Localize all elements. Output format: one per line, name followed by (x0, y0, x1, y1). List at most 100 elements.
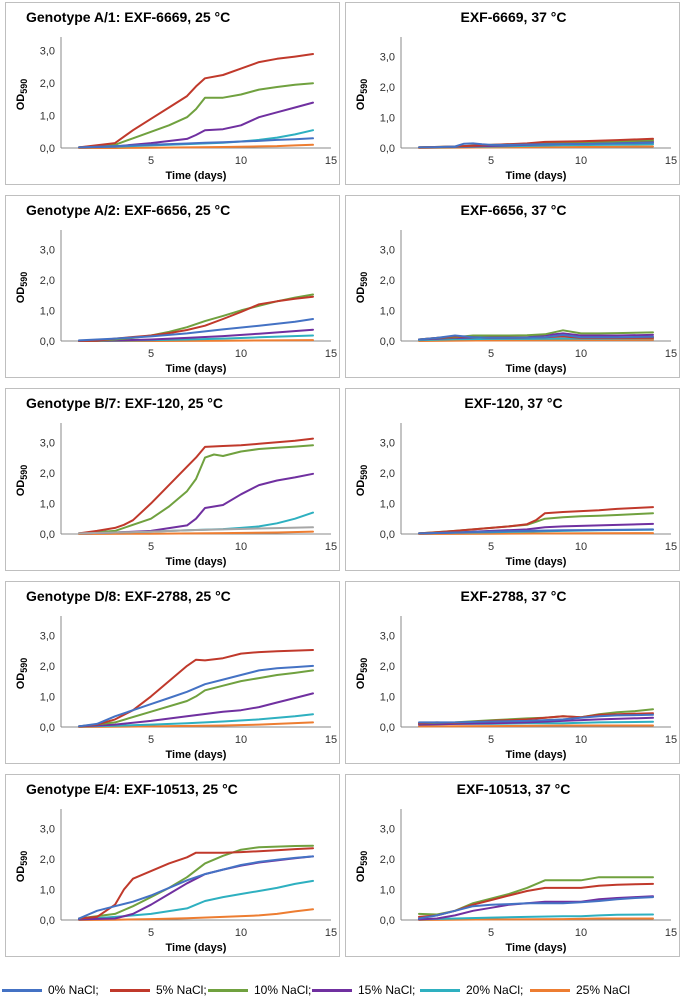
chart-svg: 0,0 1,0 2,0 3,0 5 10 15 Time (days) OD590 (15, 616, 337, 761)
y-tick-label: 2,0 (380, 468, 395, 480)
chart-title: EXF-2788, 37 °C (460, 588, 567, 604)
series-line (78, 530, 314, 535)
x-tick-label: 15 (325, 155, 337, 167)
y-axis-label: OD590 (355, 851, 369, 883)
chart-panel: EXF-6669, 37 °C 0,0 1,0 2,0 3,0 5 10 15 Time (da… (345, 2, 680, 185)
series-line (418, 532, 654, 535)
x-tick-label: 15 (665, 927, 677, 939)
y-tick-label: 2,0 (380, 854, 395, 866)
chart-panel: EXF-2788, 37 °C 0,0 1,0 2,0 3,0 5 10 15 Time (da… (345, 581, 680, 764)
series-line (418, 506, 654, 535)
legend-item-0pct: 0% NaCl; (2, 980, 99, 1000)
series-line (78, 437, 314, 535)
legend-label: 15% NaCl; (358, 983, 416, 997)
x-tick-label: 5 (148, 541, 154, 553)
y-tick-label: 1,0 (40, 498, 55, 510)
y-axis-label: OD590 (355, 465, 369, 497)
y-tick-label: 3,0 (380, 630, 395, 642)
x-axis-label: Time (days) (166, 942, 227, 954)
series-line (418, 713, 654, 724)
legend-label: 0% NaCl; (48, 983, 99, 997)
series-line (78, 692, 314, 728)
chart-title: Genotype D/8: EXF-2788, 25 °C (26, 588, 231, 604)
chart-title: EXF-10513, 37 °C (456, 781, 571, 797)
chart-svg: 0,0 1,0 2,0 3,0 5 10 15 Time (days) OD590 (355, 37, 677, 182)
y-tick-label: 2,0 (40, 275, 55, 287)
y-tick-label: 1,0 (380, 305, 395, 317)
y-axis-label: OD590 (355, 658, 369, 690)
y-tick-label: 0,0 (380, 915, 395, 927)
x-tick-label: 5 (488, 927, 494, 939)
y-tick-label: 2,0 (40, 661, 55, 673)
y-tick-label: 1,0 (40, 691, 55, 703)
x-tick-label: 5 (488, 541, 494, 553)
chart-panel: Genotype A/1: EXF-6669, 25 °C 0,0 1,0 2,0 3,… (5, 2, 340, 185)
x-tick-label: 5 (488, 155, 494, 167)
x-tick-label: 10 (235, 927, 247, 939)
series-line (418, 896, 654, 920)
series-line (78, 101, 314, 149)
y-tick-label: 3,0 (40, 823, 55, 835)
chart-title: Genotype A/2: EXF-6656, 25 °C (26, 202, 231, 218)
y-tick-label: 2,0 (380, 661, 395, 673)
legend-item-15pct: 15% NaCl; (312, 980, 415, 1000)
x-axis-label: Time (days) (166, 556, 227, 568)
chart-title: EXF-6656, 37 °C (460, 202, 567, 218)
series-line (78, 82, 314, 149)
legend: 0% NaCl; 5% NaCl; 10% NaCl; 15% NaCl; 20… (0, 980, 685, 1000)
series-line (78, 664, 314, 728)
chart-svg: 0,0 1,0 2,0 3,0 5 10 15 Time (days) OD590 (355, 230, 677, 375)
x-axis-label: Time (days) (506, 170, 567, 182)
legend-swatch (420, 988, 460, 992)
series-line (78, 908, 314, 921)
x-tick-label: 10 (235, 541, 247, 553)
chart-svg: 0,0 1,0 2,0 3,0 5 10 15 Time (days) OD590 (15, 423, 337, 568)
legend-label: 20% NaCl; (466, 983, 524, 997)
x-tick-label: 15 (325, 541, 337, 553)
series-line (418, 332, 654, 341)
y-tick-label: 0,0 (380, 143, 395, 155)
x-axis-label: Time (days) (166, 170, 227, 182)
legend-swatch (2, 988, 42, 992)
chart-title: EXF-6669, 37 °C (460, 9, 567, 25)
legend-label: 25% NaCl (576, 983, 631, 997)
series-line (78, 137, 314, 149)
chart-title: EXF-120, 37 °C (464, 395, 563, 411)
chart-svg: 0,0 1,0 2,0 3,0 5 10 15 Time (days) OD590 (355, 423, 677, 568)
series-line (418, 338, 654, 342)
chart-panel: Genotype A/2: EXF-6656, 25 °C 0,0 1,0 2,0 3,… (5, 195, 340, 378)
series-line (78, 444, 314, 535)
x-tick-label: 5 (148, 927, 154, 939)
y-tick-label: 0,0 (40, 143, 55, 155)
chart-panel: EXF-10513, 37 °C 0,0 1,0 2,0 3,0 5 10 15 Time (d… (345, 774, 680, 957)
x-tick-label: 10 (235, 348, 247, 360)
series-line (78, 649, 314, 728)
y-tick-label: 1,0 (380, 112, 395, 124)
x-axis-label: Time (days) (506, 942, 567, 954)
legend-swatch (312, 988, 352, 992)
x-tick-label: 15 (665, 734, 677, 746)
y-tick-label: 0,0 (40, 529, 55, 541)
x-tick-label: 15 (325, 348, 337, 360)
x-tick-label: 10 (575, 155, 587, 167)
y-tick-label: 1,0 (380, 691, 395, 703)
series-line (418, 333, 654, 341)
x-tick-label: 5 (148, 348, 154, 360)
chart-title: Genotype E/4: EXF-10513, 25 °C (26, 781, 238, 797)
chart-panel: Genotype D/8: EXF-2788, 25 °C 0,0 1,0 2,0 3,… (5, 581, 340, 764)
chart-svg: 0,0 1,0 2,0 3,0 5 10 15 Time (days) OD590 (15, 230, 337, 375)
y-tick-label: 2,0 (40, 854, 55, 866)
y-tick-label: 3,0 (40, 244, 55, 256)
x-tick-label: 10 (575, 541, 587, 553)
x-tick-label: 15 (665, 348, 677, 360)
series-line (78, 844, 314, 920)
legend-label: 5% NaCl; (156, 983, 207, 997)
chart-panel: EXF-120, 37 °C 0,0 1,0 2,0 3,0 5 10 15 Time (day… (345, 388, 680, 571)
series-line (78, 879, 314, 921)
chart-panel: Genotype E/4: EXF-10513, 25 °C 0,0 1,0 2,0 3… (5, 774, 340, 957)
y-tick-label: 1,0 (40, 305, 55, 317)
chart-svg: 0,0 1,0 2,0 3,0 5 10 15 Time (days) OD590 (355, 809, 677, 954)
legend-item-5pct: 5% NaCl; (110, 980, 207, 1000)
legend-swatch (110, 988, 150, 992)
x-tick-label: 15 (325, 927, 337, 939)
